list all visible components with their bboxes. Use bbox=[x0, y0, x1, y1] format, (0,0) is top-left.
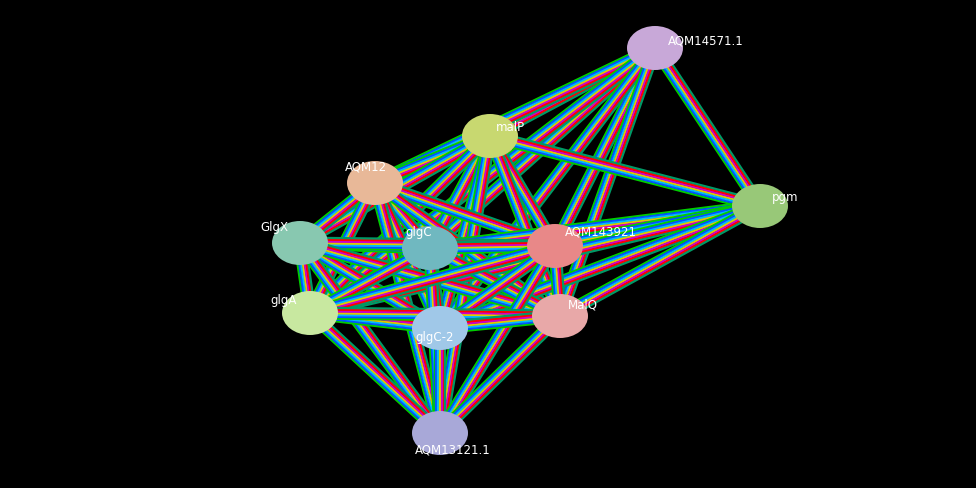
Ellipse shape bbox=[527, 224, 583, 268]
Ellipse shape bbox=[347, 162, 403, 205]
Ellipse shape bbox=[412, 306, 468, 350]
Ellipse shape bbox=[402, 226, 458, 270]
Text: glgC-2: glgC-2 bbox=[415, 330, 454, 343]
Ellipse shape bbox=[282, 291, 338, 335]
Ellipse shape bbox=[462, 115, 518, 159]
Text: malP: malP bbox=[496, 121, 525, 134]
Text: MalQ: MalQ bbox=[568, 297, 598, 310]
Text: AQM12: AQM12 bbox=[345, 161, 387, 174]
Text: AQM14571.1: AQM14571.1 bbox=[668, 34, 744, 47]
Text: glgA: glgA bbox=[270, 293, 297, 306]
Text: pgm: pgm bbox=[772, 191, 798, 203]
Ellipse shape bbox=[532, 294, 588, 338]
Ellipse shape bbox=[732, 184, 788, 228]
Ellipse shape bbox=[412, 411, 468, 455]
Text: AQM143921: AQM143921 bbox=[565, 225, 637, 239]
Ellipse shape bbox=[627, 27, 683, 71]
Text: glgC: glgC bbox=[405, 225, 431, 239]
Text: GlgX: GlgX bbox=[260, 221, 288, 234]
Ellipse shape bbox=[272, 222, 328, 265]
Text: AQM13121.1: AQM13121.1 bbox=[415, 443, 491, 456]
